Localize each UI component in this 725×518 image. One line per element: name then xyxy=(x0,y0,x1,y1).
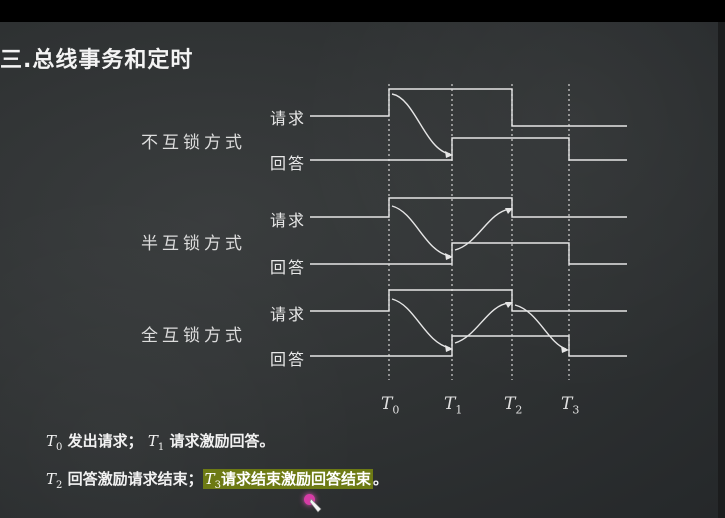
waveform-request-no-interlock xyxy=(310,88,627,127)
arrow-head xyxy=(561,346,569,353)
caption-t3-text: 请求结束激励回答结束 xyxy=(221,470,372,488)
caption-t1-text: 请求激励回答。 xyxy=(169,432,275,450)
mode-label-half-interlock: 半互锁方式 xyxy=(141,234,246,254)
caption-line-2: T2 回答激励请求结束； T3请求结束激励回答结束。 xyxy=(46,468,388,491)
waveform-response-full-interlock xyxy=(310,335,627,357)
mode-label-full-interlock: 全互锁方式 xyxy=(141,326,246,346)
signal-label-request: 请求 xyxy=(270,109,307,128)
signal-label-request: 请求 xyxy=(270,211,307,230)
causal-arrow xyxy=(391,205,451,257)
signal-label-request: 请求 xyxy=(270,305,307,324)
signal-label-response: 回答 xyxy=(270,350,307,369)
arrow-head xyxy=(445,151,453,158)
top-black-bar xyxy=(0,0,725,22)
waveform-response-half-interlock xyxy=(310,242,627,265)
waveform-request-half-interlock xyxy=(310,197,627,218)
time-label-t1: T1 xyxy=(444,394,463,417)
causal-arrow xyxy=(454,302,511,344)
slide-title: 三.总线事务和定时 xyxy=(0,48,194,73)
right-edge-strip xyxy=(718,22,725,518)
caption-t0-text: 发出请求； xyxy=(67,432,143,450)
highlighted-text: T3请求结束激励回答结束 xyxy=(202,469,374,491)
pointer-dot xyxy=(304,494,315,505)
time-symbol-t2: T2 xyxy=(46,470,63,491)
arrow-head xyxy=(445,253,453,260)
time-label-t2: T2 xyxy=(504,394,523,417)
chalkboard-background xyxy=(0,22,718,518)
caption-line-1: T0 发出请求； T1 请求激励回答。 xyxy=(46,430,275,453)
waveform-response-no-interlock xyxy=(310,137,627,161)
time-marker-lines xyxy=(388,84,570,380)
arrow-head xyxy=(505,302,513,308)
causal-arrow xyxy=(391,93,451,155)
pen-cursor-icon xyxy=(309,498,322,513)
waveform-request-full-interlock xyxy=(310,289,627,312)
time-label-t3: T3 xyxy=(561,394,580,417)
causal-arrow xyxy=(454,208,511,251)
time-label-t0: T0 xyxy=(381,394,400,417)
arrow-head xyxy=(505,208,513,214)
time-symbol-t3: T3 xyxy=(204,470,222,491)
mode-label-no-interlock: 不互锁方式 xyxy=(141,133,246,153)
arrow-head xyxy=(445,345,453,352)
causal-arrow xyxy=(391,298,451,349)
signal-label-response: 回答 xyxy=(270,258,307,277)
signal-label-response: 回答 xyxy=(270,154,307,173)
caption-end: 。 xyxy=(373,470,389,488)
caption-t2-text: 回答激励请求结束； xyxy=(67,470,203,488)
time-symbol-t0: T0 xyxy=(46,432,63,453)
time-symbol-t1: T1 xyxy=(147,432,165,453)
